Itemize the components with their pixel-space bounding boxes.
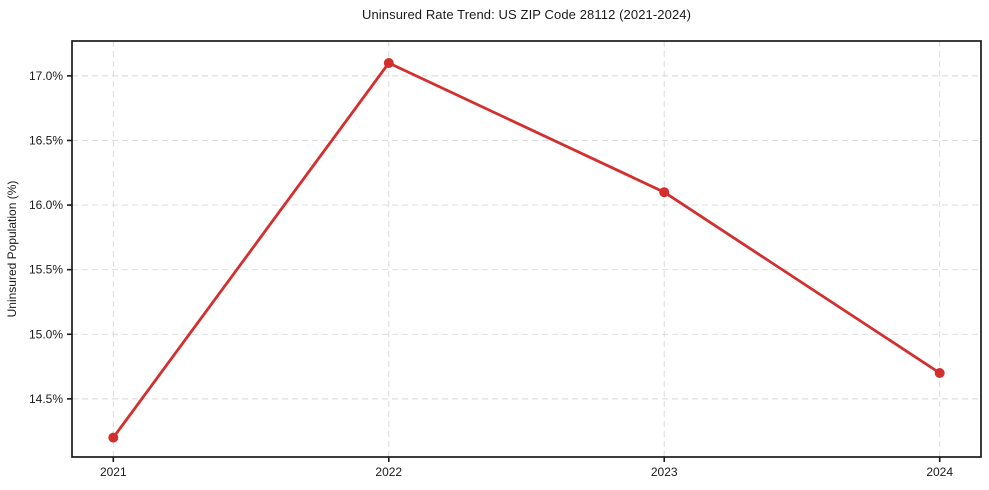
data-point-marker [383, 58, 394, 68]
plot-border [71, 40, 982, 458]
data-point-marker [659, 187, 670, 198]
y-tick-label: 16.5% [29, 133, 63, 147]
y-tick-label: 15.5% [29, 263, 63, 277]
x-tick-label: 2021 [100, 465, 127, 479]
y-tick-label: 16.0% [29, 198, 63, 212]
chart-title: Uninsured Rate Trend: US ZIP Code 28112 … [361, 7, 692, 22]
data-point-marker [934, 368, 945, 378]
y-tick-label: 15.0% [29, 327, 63, 341]
x-tick-label: 2022 [375, 465, 402, 479]
x-tick-label: 2024 [926, 465, 953, 479]
trend-line [111, 61, 942, 440]
y-tick-label: 17.0% [29, 69, 63, 83]
data-point-marker [108, 432, 119, 443]
x-tick-label: 2023 [651, 465, 678, 479]
y-tick-label: 14.5% [29, 392, 63, 406]
